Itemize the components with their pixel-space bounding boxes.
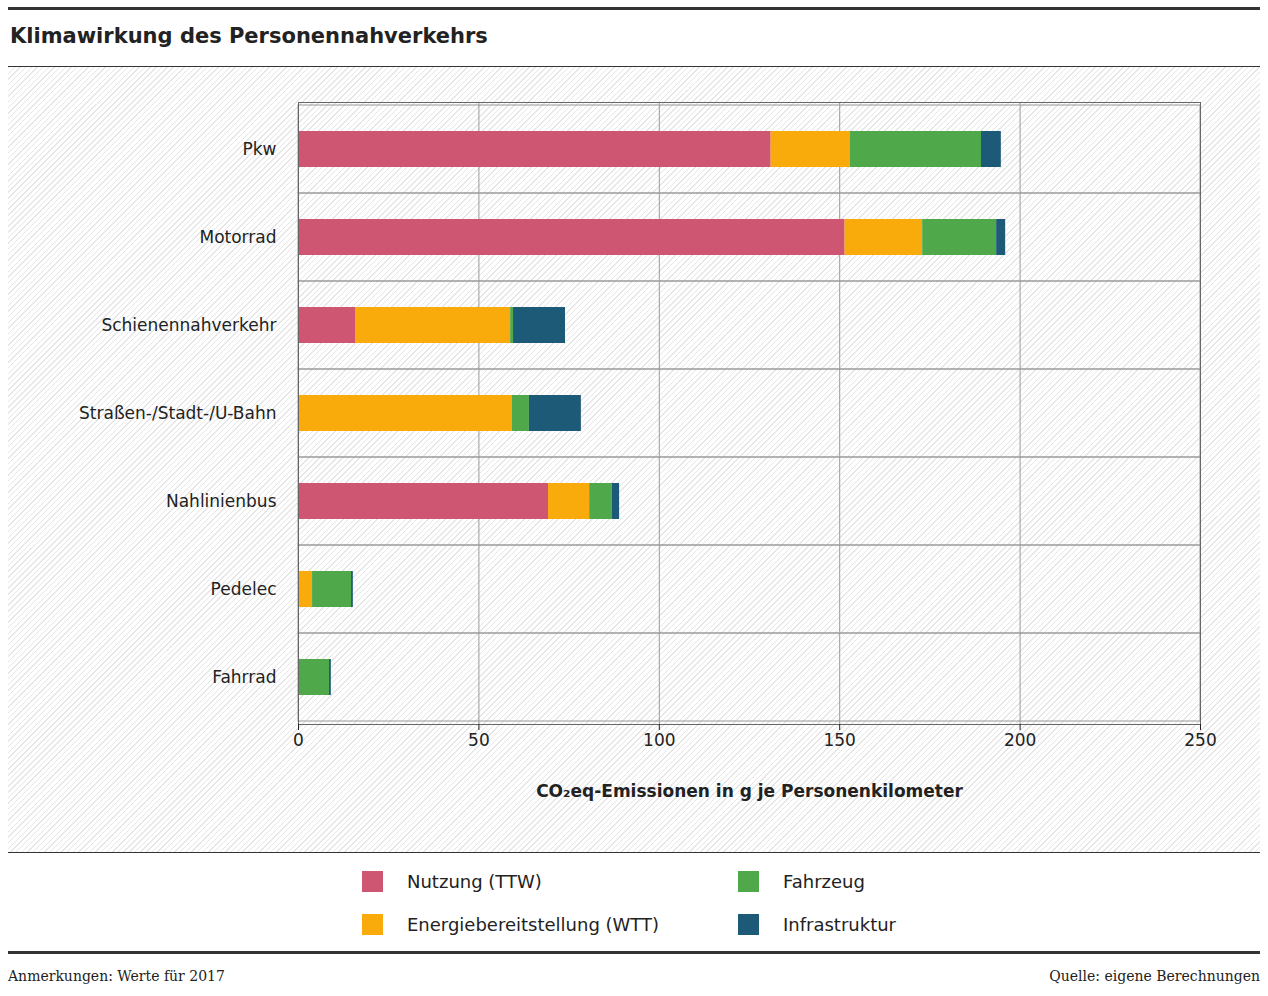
svg-text:Motorrad: Motorrad: [199, 227, 276, 247]
svg-text:Nahlinienbus: Nahlinienbus: [166, 491, 277, 511]
html-text:Energiebereitstellung (WTT): Energiebereitstellung (WTT): [407, 913, 660, 935]
svg-text:Straßen-/Stadt-/U-Bahn: Straßen-/Stadt-/U-Bahn: [79, 403, 276, 423]
svg-text:250: 250: [1184, 730, 1216, 750]
html-text:Anmerkungen: Werte für 2017: Anmerkungen: Werte für 2017: [8, 968, 225, 984]
html-text:Klimawirkung des Personennahve: Klimawirkung des Personennahverkehrs: [10, 24, 488, 48]
svg-text:Pkw: Pkw: [243, 139, 277, 159]
html-text:Infrastruktur: Infrastruktur: [783, 913, 896, 935]
svg-text:CO₂eq-Emissionen in g je Perso: CO₂eq-Emissionen in g je Personenkilomet…: [536, 781, 963, 801]
html-text:Fahrzeug: Fahrzeug: [783, 870, 865, 892]
svg-text:150: 150: [823, 730, 855, 750]
svg-text:200: 200: [1004, 730, 1036, 750]
html-text:Nutzung (TTW): Nutzung (TTW): [407, 870, 542, 892]
svg-text:Schienennahverkehr: Schienennahverkehr: [101, 315, 276, 335]
svg-text:100: 100: [643, 730, 675, 750]
svg-text:Pedelec: Pedelec: [211, 579, 277, 599]
svg-text:0: 0: [293, 730, 304, 750]
html-text:Quelle: eigene Berechnungen: Quelle: eigene Berechnungen: [1049, 968, 1260, 984]
svg-text:Fahrrad: Fahrrad: [212, 667, 276, 687]
svg-text:50: 50: [468, 730, 490, 750]
